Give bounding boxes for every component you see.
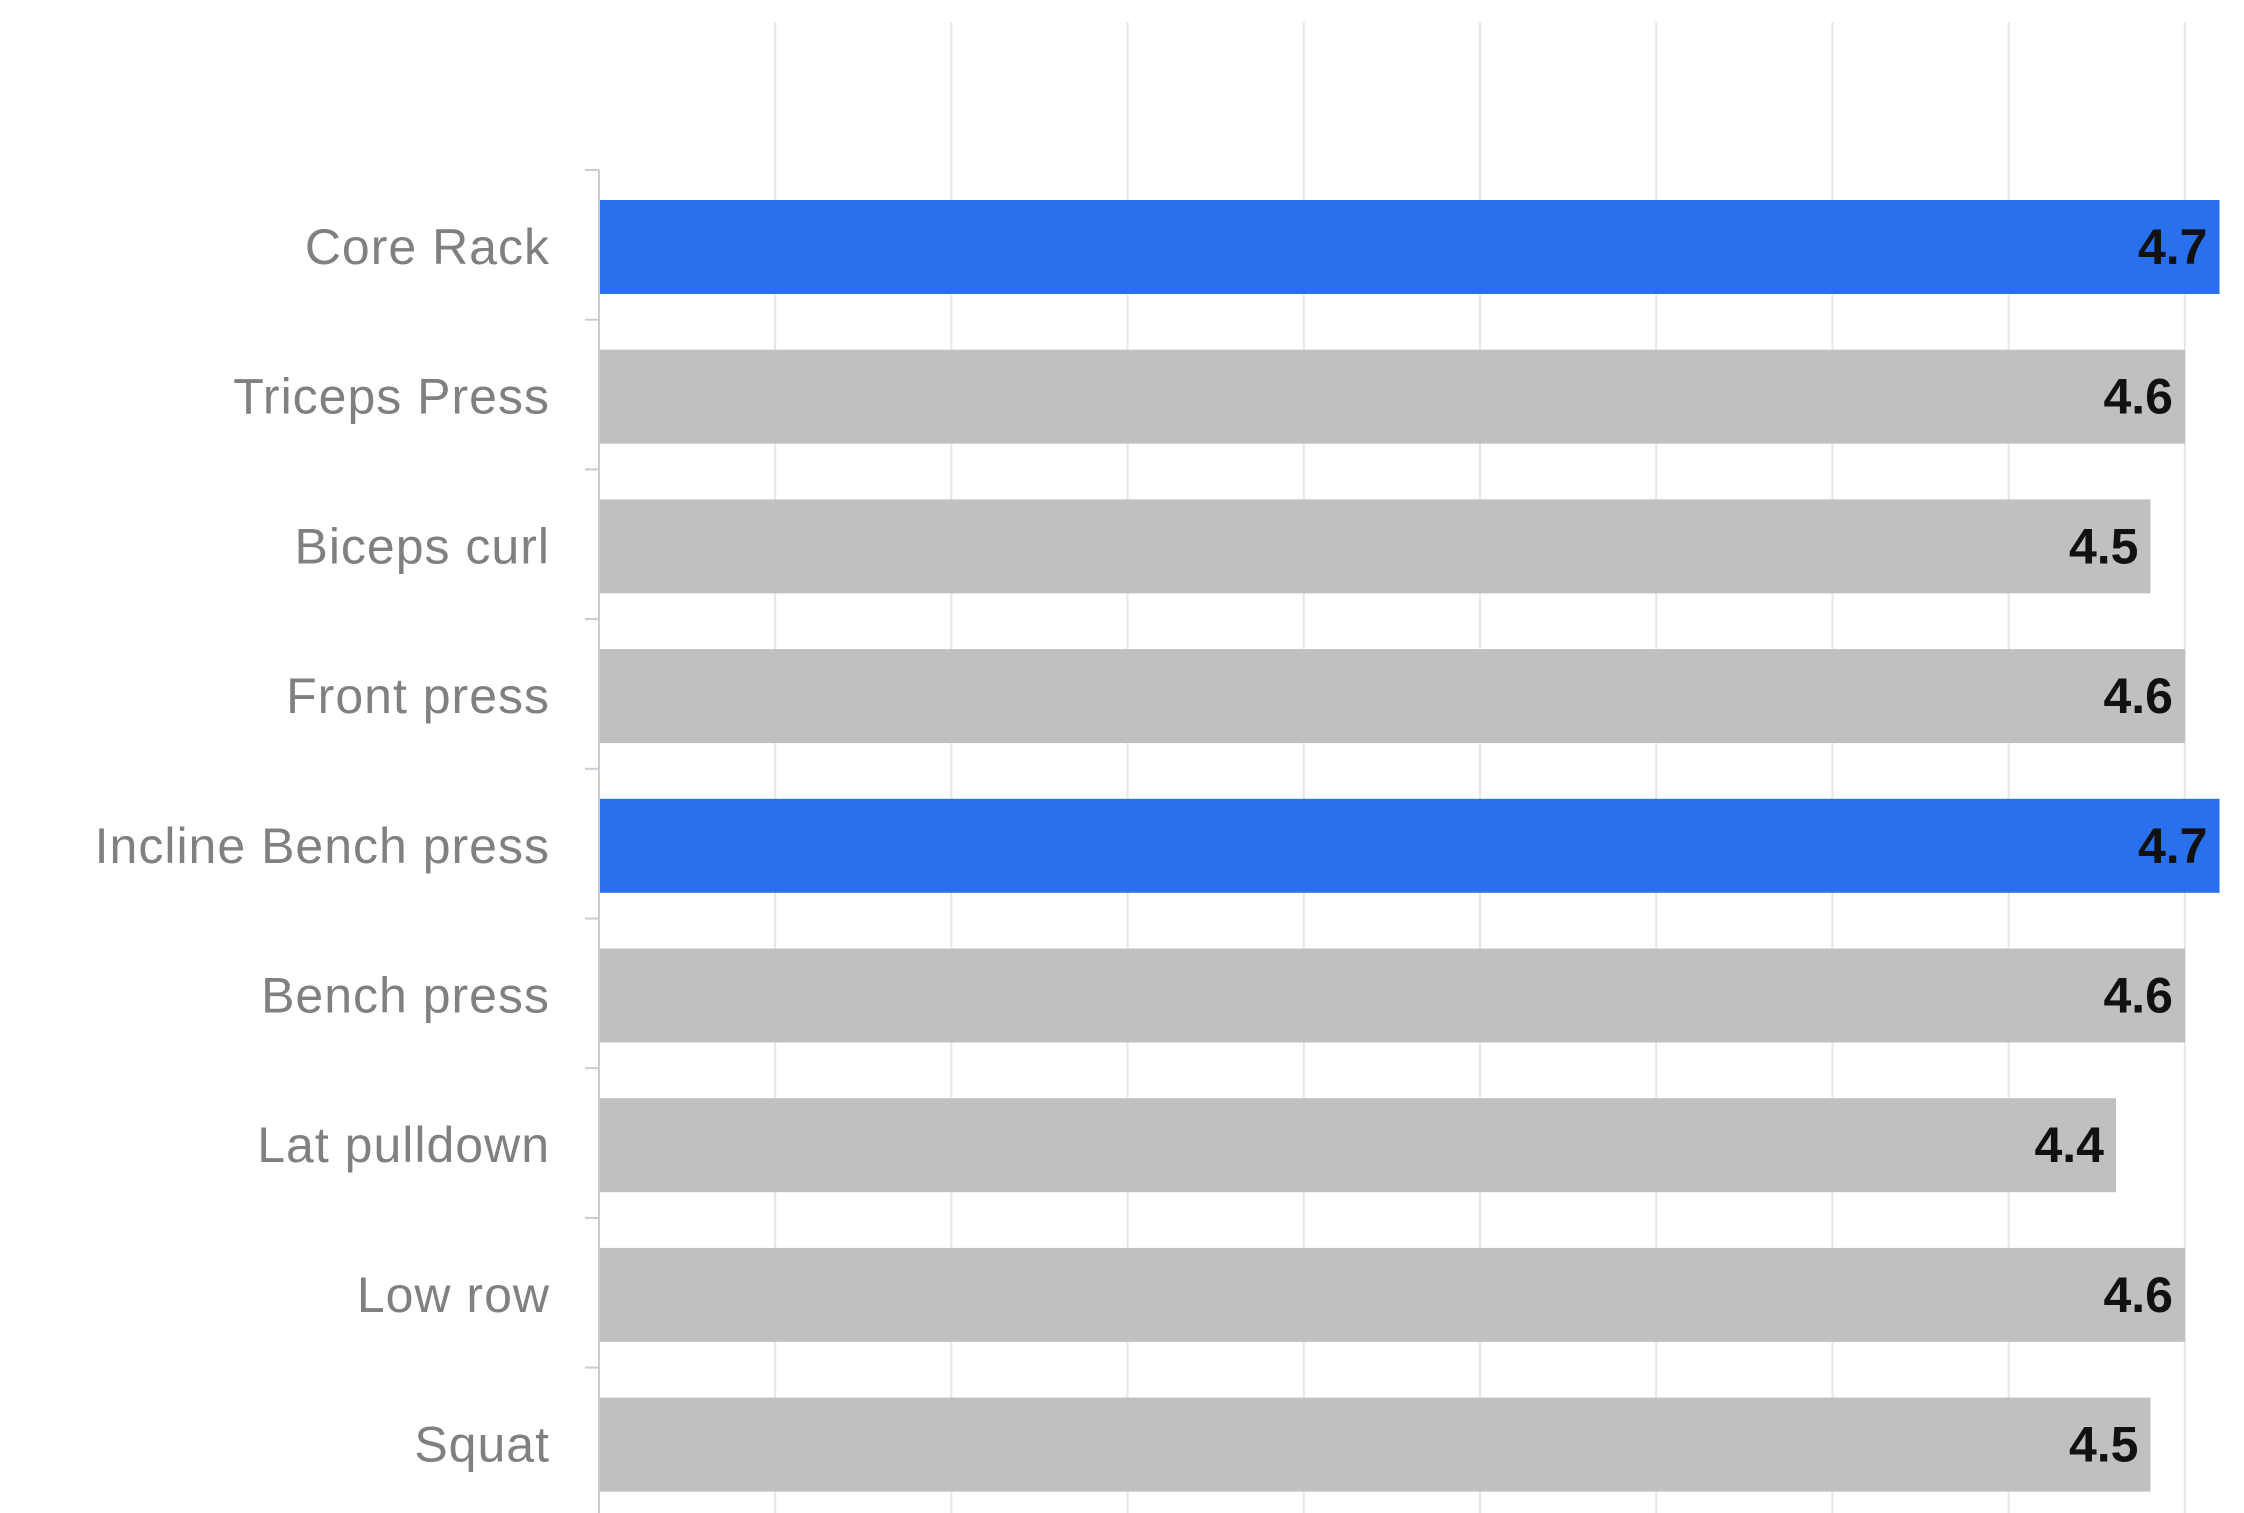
value-label-triceps-press: 4.6 bbox=[2103, 369, 2173, 425]
bar-front-press bbox=[600, 649, 2185, 744]
value-label-core-rack: 4.7 bbox=[2138, 219, 2208, 275]
bars bbox=[600, 200, 2220, 1492]
value-label-biceps-curl: 4.5 bbox=[2069, 518, 2139, 574]
value-label-incline-bench-press: 4.7 bbox=[2138, 818, 2208, 874]
value-label-squat: 4.5 bbox=[2069, 1417, 2139, 1473]
bar-triceps-press bbox=[600, 349, 2185, 444]
category-label-bench-press: Bench press bbox=[261, 968, 550, 1024]
category-label-triceps-press: Triceps Press bbox=[233, 369, 550, 425]
bar-biceps-curl bbox=[600, 499, 2151, 594]
category-label-squat: Squat bbox=[414, 1417, 550, 1473]
bar-low-row bbox=[600, 1247, 2185, 1342]
bar-squat bbox=[600, 1397, 2151, 1492]
bar-bench-press bbox=[600, 948, 2185, 1043]
bar-lat-pulldown bbox=[600, 1098, 2116, 1193]
category-label-low-row: Low row bbox=[357, 1267, 550, 1323]
category-axis bbox=[585, 169, 600, 1513]
value-label-front-press: 4.6 bbox=[2103, 668, 2173, 724]
category-label-biceps-curl: Biceps curl bbox=[294, 518, 550, 574]
value-label-low-row: 4.6 bbox=[2103, 1267, 2173, 1323]
value-label-bench-press: 4.6 bbox=[2103, 968, 2173, 1024]
category-label-core-rack: Core Rack bbox=[305, 219, 550, 275]
value-label-lat-pulldown: 4.4 bbox=[2034, 1117, 2104, 1173]
category-label-incline-bench-press: Incline Bench press bbox=[95, 818, 550, 874]
bar-core-rack bbox=[600, 200, 2220, 294]
category-label-front-press: Front press bbox=[286, 668, 550, 724]
category-label-lat-pulldown: Lat pulldown bbox=[257, 1117, 550, 1173]
bar-incline-bench-press bbox=[600, 798, 2220, 893]
labels: Core Rack 4.7 Triceps Press 4.6 Biceps curl 4… bbox=[95, 219, 2208, 1473]
